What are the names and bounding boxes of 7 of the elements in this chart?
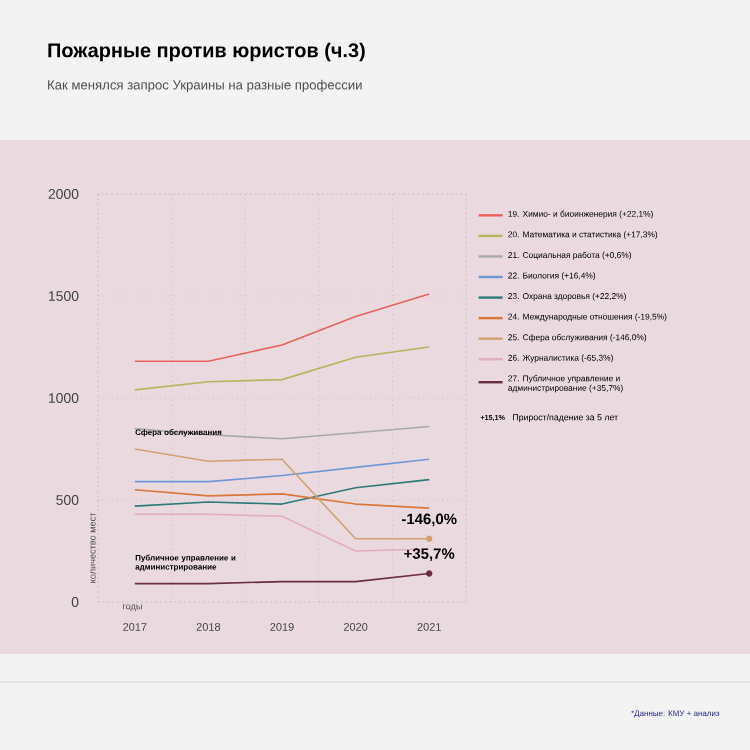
line-series [134, 458, 430, 483]
line-series [134, 489, 430, 509]
line-series [134, 293, 430, 363]
line-series [134, 425, 430, 440]
line-series [134, 478, 430, 507]
line-series [134, 346, 430, 391]
chart-title: Пожарные против юристов (ч.3) [48, 42, 365, 62]
